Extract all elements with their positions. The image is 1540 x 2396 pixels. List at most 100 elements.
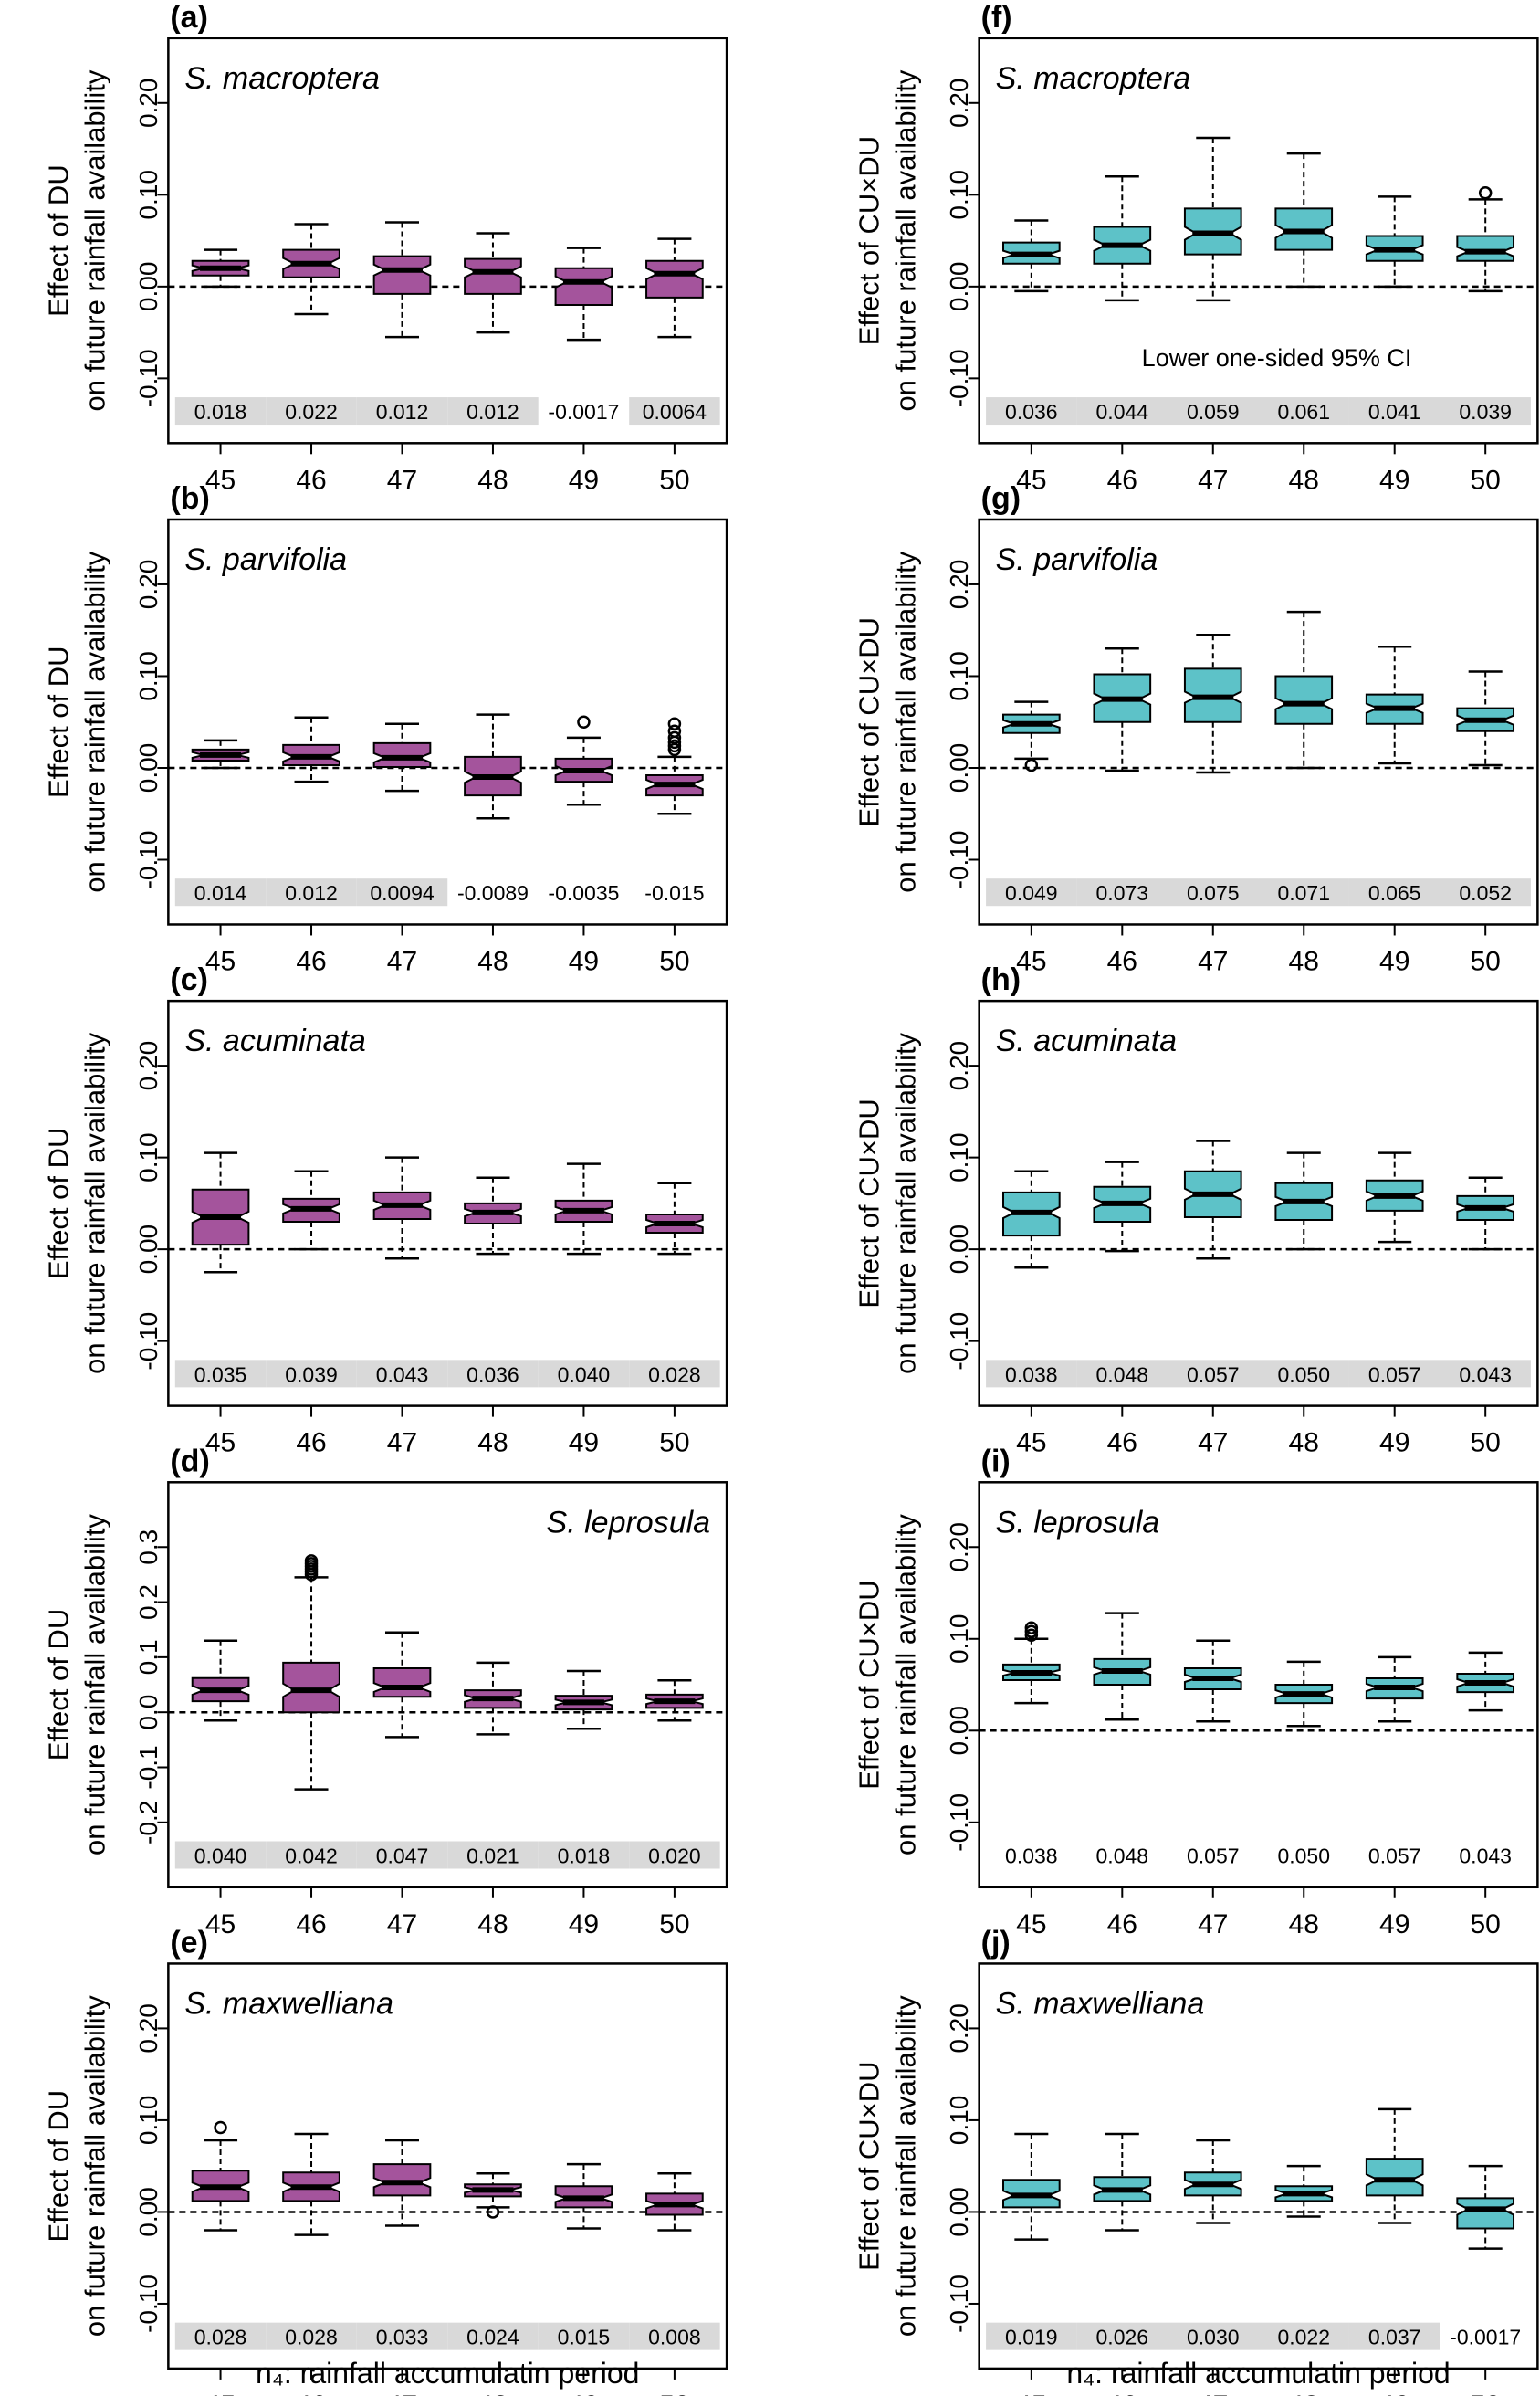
y-tick-label: 0.10 [945,1614,973,1665]
box-48 [1274,152,1334,289]
stat-highlight [629,397,720,426]
y-axis-label-line1: Effect of CU×DU [854,1580,885,1789]
x-tick-label: 47 [1198,465,1228,495]
x-axis: 45 46 47 48 49 50 [205,1405,690,1458]
box-47 [1183,633,1242,774]
y-tick-label: 0.20 [134,560,162,610]
y-tick-label: -0.10 [945,2275,973,2333]
stat-label: -0.0017 [548,400,619,424]
x-axis: 45 46 47 48 49 50 [1016,924,1501,976]
stat-label: 0.047 [376,1844,429,1868]
y-tick-label: -0.10 [945,349,973,407]
y-axis: -0.10 0.00 0.10 0.20 [134,560,169,889]
y-axis: -0.10 0.00 0.10 0.20 [945,2003,980,2333]
x-tick-label: 49 [1379,2391,1409,2396]
y-tick-label: 0.10 [945,651,973,701]
y-tick-label: 0.10 [134,170,162,220]
stat-highlight [174,878,267,907]
box-body [372,2163,432,2197]
y-tick-label: -0.10 [945,831,973,889]
stat-label: 0.071 [1277,881,1330,905]
stat-highlight [266,1360,357,1388]
box-45 [1001,219,1061,293]
stat-highlight [1440,878,1531,907]
y-tick-label: 0.00 [134,743,162,793]
box-49 [554,1162,613,1256]
x-tick-label: 45 [1016,1428,1046,1458]
box-48 [1274,610,1334,770]
x-tick-label: 47 [387,465,417,495]
stat-label: 0.043 [1459,1362,1512,1386]
box-48 [464,1661,522,1736]
stat-highlight [174,1841,267,1869]
y-tick-label: 0.3 [134,1529,162,1565]
y-tick-label: 0.10 [134,1132,162,1182]
box-47 [372,722,432,793]
x-axis: 45 46 47 48 49 50 [205,1886,690,1939]
x-tick-label: 50 [659,946,689,976]
outlier-point [486,2205,500,2219]
stat-label: 0.036 [466,1362,519,1386]
stat-highlight [447,1360,539,1388]
species-label: S. acuminata [996,1024,1177,1058]
x-tick-label: 49 [1379,465,1409,495]
stat-highlight [356,1841,448,1869]
box-body [645,259,704,299]
stat-highlight [356,1360,448,1388]
stat-highlight [174,2322,267,2350]
stat-label: 0.022 [285,400,338,424]
box-49 [1365,2107,1424,2224]
x-axis-label: n₄: rainfall accumulatin period [256,2357,639,2390]
y-tick-label: 0.00 [945,1706,973,1756]
x-tick-label: 45 [205,946,236,976]
y-tick-label: 0.10 [945,2096,973,2146]
panel-i: 0.038 0.048 0.057 0.050 0.057 0.043 -0.10 0.00 0… [854,1444,1539,1939]
stat-label: 0.048 [1096,1362,1149,1386]
stat-highlight [266,397,357,426]
y-axis-label-line1: Effect of DU [42,164,74,317]
stat-highlight [1168,397,1259,426]
box-50 [645,2171,704,2232]
stat-label: 0.040 [558,1362,611,1386]
x-tick-label: 50 [659,1428,689,1458]
stat-label: -0.0089 [457,881,529,905]
box-49 [1365,1655,1424,1723]
stat-highlight [1168,1360,1259,1388]
box-48 [464,1176,522,1256]
box-47 [372,2139,432,2227]
x-tick-label: 45 [205,1428,236,1458]
stat-label: 0.061 [1277,400,1330,424]
x-tick-label: 45 [205,1909,236,1939]
panel-letter: (f) [981,0,1012,35]
y-tick-label: -0.10 [134,831,162,889]
box-50 [1456,670,1515,767]
stat-label: -0.0017 [1450,2326,1521,2349]
stat-label: 0.059 [1187,400,1240,424]
box-50 [645,1182,704,1256]
box-48 [1274,2164,1334,2218]
x-tick-label: 50 [659,465,689,495]
x-tick-label: 47 [387,1909,417,1939]
y-axis-label-line1: Effect of CU×DU [854,617,885,826]
outlier-point [667,717,682,730]
stat-label: 0.012 [466,400,519,424]
box-46 [282,716,340,783]
box-49 [1365,1151,1424,1244]
stat-highlight [356,2322,448,2350]
x-tick-label: 46 [1107,465,1137,495]
x-tick-label: 50 [1470,1428,1500,1458]
x-tick-label: 45 [1016,1909,1046,1939]
y-tick-label: 0.00 [945,1224,973,1275]
panel-g: 0.049 0.073 0.075 0.071 0.065 0.052 -0.10 0.00 0… [854,481,1539,976]
stat-label: 0.008 [648,2326,701,2349]
stat-highlight [538,1841,630,1869]
panel-frame [978,37,1539,445]
box-body [464,257,522,295]
box-45 [191,1639,250,1722]
box-48 [464,713,522,820]
stat-highlight [1168,2322,1259,2350]
box-45 [1001,1621,1061,1705]
panel-letter: (e) [170,1925,208,1960]
stat-label: 0.0094 [370,881,435,905]
